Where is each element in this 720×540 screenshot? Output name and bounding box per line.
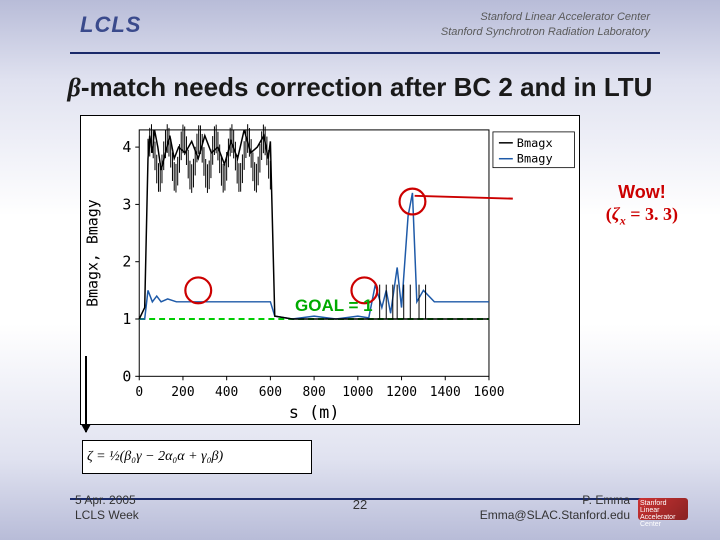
- svg-text:0: 0: [135, 385, 143, 400]
- svg-text:400: 400: [215, 385, 238, 400]
- header: LCLS Stanford Linear Accelerator Center …: [0, 8, 720, 56]
- zeta-val: = 3. 3): [626, 204, 678, 224]
- footer-author: P. Emma: [480, 493, 630, 509]
- svg-text:Bmagx: Bmagx: [517, 136, 553, 150]
- footer-page: 22: [353, 497, 367, 512]
- zeta-symbol: ζ: [612, 204, 620, 224]
- org-line-1: Stanford Linear Accelerator Center: [441, 10, 650, 25]
- slide-title: β-match needs correction after BC 2 and …: [0, 72, 720, 103]
- footer-right: P. Emma Emma@SLAC.Stanford.edu: [480, 493, 630, 524]
- equation-text: ζ = ½(β₀γ − 2α₀α + γ₀β): [87, 449, 223, 465]
- svg-text:1200: 1200: [386, 385, 417, 400]
- svg-text:1400: 1400: [430, 385, 461, 400]
- svg-text:600: 600: [259, 385, 282, 400]
- svg-text:1: 1: [122, 310, 131, 328]
- footer-event: LCLS Week: [75, 508, 139, 524]
- equation-box: ζ = ½(β₀γ − 2α₀α + γ₀β): [82, 440, 312, 474]
- footer-date: 5 Apr. 2005: [75, 493, 139, 509]
- header-rule: [70, 52, 660, 54]
- svg-text:4: 4: [122, 138, 131, 156]
- slac-badge: Stanford Linear Accelerator Center: [638, 498, 688, 520]
- svg-text:1000: 1000: [342, 385, 373, 400]
- wow-text: Wow!: [606, 182, 678, 204]
- svg-text:1600: 1600: [473, 385, 504, 400]
- arrow-down-icon: [85, 356, 87, 432]
- wow-annotation: Wow! (ζx = 3. 3): [606, 182, 678, 228]
- beta-symbol: β: [68, 73, 81, 102]
- title-text: -match needs correction after BC 2 and i…: [81, 72, 653, 102]
- svg-text:s (m): s (m): [289, 402, 340, 422]
- org-line-2: Stanford Synchrotron Radiation Laborator…: [441, 25, 650, 40]
- svg-text:800: 800: [302, 385, 325, 400]
- org-text: Stanford Linear Accelerator Center Stanf…: [441, 10, 650, 41]
- zeta-text: (ζx = 3. 3): [606, 204, 678, 228]
- svg-text:Bmagx, Bmagy: Bmagx, Bmagy: [84, 199, 102, 307]
- chart-svg: 0 1 2 3 4 0 200 400 600 800 1000 1200 1400 1600 s (m) B…: [81, 116, 579, 424]
- footer-left: 5 Apr. 2005 LCLS Week: [75, 493, 139, 524]
- svg-text:Bmagy: Bmagy: [517, 152, 553, 166]
- footer-email: Emma@SLAC.Stanford.edu: [480, 508, 630, 524]
- goal-label: GOAL = 1: [295, 296, 373, 316]
- chart: 0 1 2 3 4 0 200 400 600 800 1000 1200 1400 1600 s (m) B…: [80, 115, 580, 425]
- svg-text:200: 200: [171, 385, 194, 400]
- svg-text:3: 3: [122, 195, 131, 213]
- lcls-logo: LCLS: [80, 12, 141, 38]
- svg-text:0: 0: [122, 367, 131, 385]
- svg-text:2: 2: [122, 253, 131, 271]
